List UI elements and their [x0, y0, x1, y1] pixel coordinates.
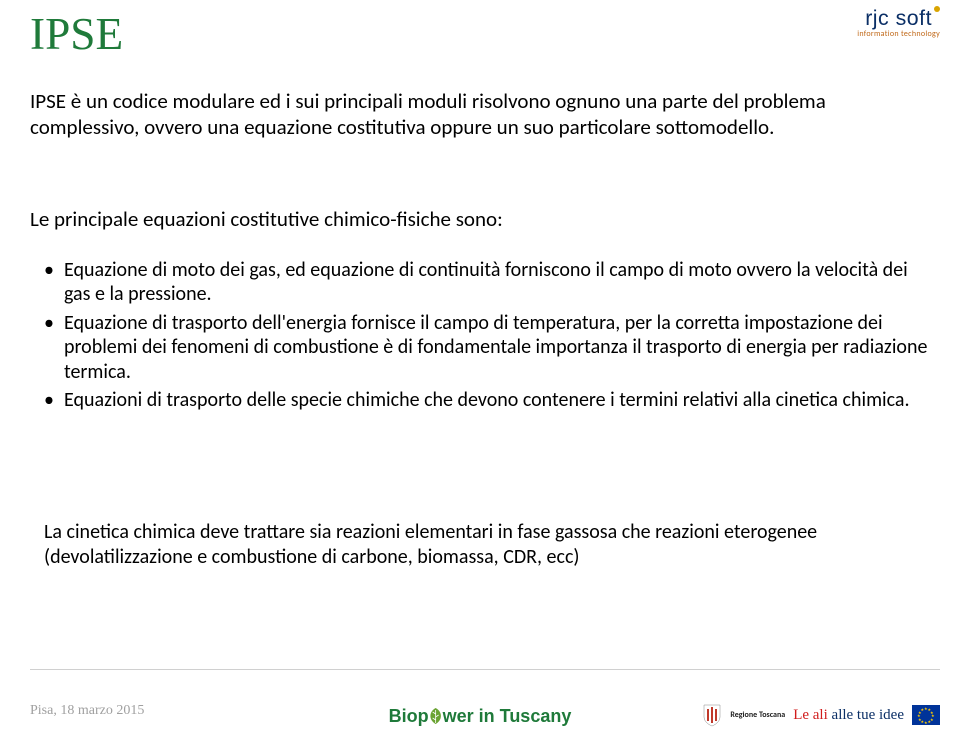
footer-tagline-right: Le ali alle tue idee — [793, 707, 904, 724]
brand-dot-icon — [934, 6, 940, 12]
closing-paragraph: La cinetica chimica deve trattare sia re… — [44, 520, 930, 570]
brand-name: rjc soft — [857, 6, 940, 31]
brand-text: rjc soft — [865, 6, 932, 30]
bullet-text: Equazione di trasporto dell'energia forn… — [64, 311, 927, 384]
list-item: Equazione di moto dei gas, ed equazione … — [44, 258, 930, 307]
bullet-text: Equazione di moto dei gas, ed equazione … — [64, 258, 908, 306]
logo-top-right: rjc soft information technology — [857, 6, 940, 39]
eu-star-icon: ★ — [928, 719, 932, 725]
slide: IPSE rjc soft information technology IPS… — [0, 0, 960, 737]
page-title: IPSE — [30, 8, 123, 60]
footer-right-group: Regione Toscana Le ali alle tue idee ★★★… — [702, 703, 940, 727]
regione-crest-icon — [702, 703, 722, 727]
region-label: Regione Toscana — [730, 710, 785, 720]
list-item: Equazione di trasporto dell'energia forn… — [44, 311, 930, 384]
brand-tagline: information technology — [857, 29, 940, 39]
intro-paragraph: IPSE è un codice modulare ed i sui princ… — [30, 88, 930, 141]
tagline-right-prefix: Le ali — [793, 707, 828, 723]
footer-center-suffix: wer in Tuscany — [443, 706, 572, 726]
footer-date-location: Pisa, 18 marzo 2015 — [30, 703, 144, 719]
bullet-list: Equazione di moto dei gas, ed equazione … — [44, 258, 930, 416]
tagline-right-suffix: alle tue idee — [828, 707, 904, 723]
list-item: Equazioni di trasporto delle specie chim… — [44, 388, 930, 412]
eu-flag-icon: ★★★★★★★★★★★★ — [912, 705, 940, 725]
eu-star-icon: ★ — [921, 707, 925, 713]
eu-star-icon: ★ — [924, 720, 928, 726]
footer-center-logo: Biop wer in Tuscany — [389, 706, 572, 727]
footer-center-prefix: Biop — [389, 706, 429, 726]
footer-divider — [30, 669, 940, 670]
footer: Pisa, 18 marzo 2015 Biop wer in Tuscany R… — [0, 669, 960, 737]
lead-paragraph: Le principale equazioni costitutive chim… — [30, 206, 930, 232]
bullet-text: Equazioni di trasporto delle specie chim… — [64, 388, 910, 412]
leaf-icon — [428, 707, 444, 725]
